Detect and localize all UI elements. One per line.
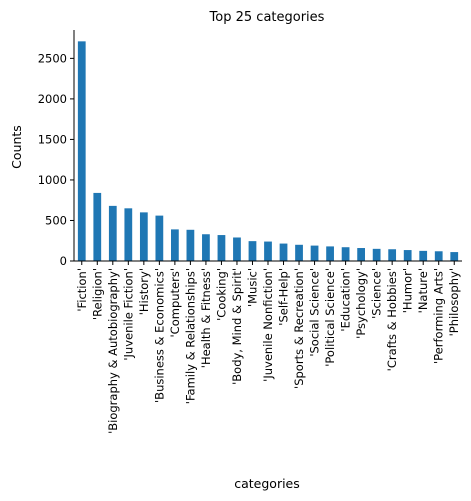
x-tick-label: 'Crafts & Hobbies'	[385, 268, 399, 371]
y-tick-label: 500	[45, 213, 67, 227]
bar	[108, 205, 117, 261]
bar	[403, 250, 412, 261]
bar	[434, 251, 443, 261]
x-tick-label: 'Nature'	[416, 268, 430, 313]
x-tick-label: 'Fiction'	[75, 268, 89, 312]
x-tick-label: 'Performing Arts'	[432, 268, 446, 364]
bar	[93, 192, 102, 261]
bar	[155, 215, 164, 261]
x-tick-label: 'Juvenile Nonfiction'	[261, 268, 275, 382]
bar	[77, 41, 86, 261]
bar	[264, 241, 272, 261]
x-axis-title: categories	[234, 476, 300, 491]
bar	[202, 234, 210, 261]
bar	[310, 245, 319, 261]
bar	[388, 249, 397, 261]
bar	[279, 243, 288, 261]
bar	[124, 208, 133, 261]
y-tick-label: 1500	[38, 132, 67, 146]
x-tick-label: 'Family & Relationships'	[183, 268, 197, 404]
x-tick-label: 'Science'	[370, 268, 384, 319]
chart-title: Top 25 categories	[209, 10, 325, 25]
x-tick-label: 'Sports & Recreation'	[292, 268, 306, 389]
x-tick-label: 'History'	[137, 268, 151, 315]
x-tick-label: 'Education'	[339, 268, 353, 332]
bar	[450, 252, 459, 261]
x-tick-label: 'Computers'	[168, 268, 182, 337]
x-tick-label: 'Cooking'	[214, 268, 228, 321]
x-tick-label: 'Political Science'	[323, 268, 337, 367]
x-tick-label: 'Health & Fitness'	[199, 268, 213, 368]
x-tick-label: 'Humor'	[401, 268, 415, 313]
x-tick-label: 'Religion'	[90, 268, 104, 320]
x-tick-label: 'Body, Mind & Spirit'	[230, 268, 244, 385]
bar	[217, 235, 226, 261]
bar	[341, 247, 350, 261]
bar	[139, 212, 148, 261]
bar	[186, 229, 195, 261]
bar	[233, 237, 241, 261]
x-axis: 'Fiction' 'Religion' 'Biography & Autobiog…	[74, 260, 462, 434]
x-tick-label: 'Psychology'	[354, 268, 368, 339]
bar	[419, 250, 428, 261]
bar	[372, 248, 381, 261]
y-axis-title: Counts	[9, 125, 24, 169]
x-tick-label: 'Social Science'	[308, 268, 322, 357]
bar	[295, 244, 303, 261]
y-tick-label: 2000	[38, 92, 67, 106]
bars-group	[77, 41, 459, 261]
x-tick-label: 'Self-Help'	[277, 268, 291, 326]
bar	[171, 229, 179, 261]
bar	[248, 241, 257, 261]
bar	[326, 246, 334, 261]
y-tick-label: 2500	[38, 51, 67, 65]
x-tick-label: 'Biography & Autobiography'	[106, 268, 120, 434]
x-tick-label: 'Music'	[245, 268, 259, 307]
y-tick-label: 0	[60, 254, 67, 268]
x-tick-label: 'Juvenile Fiction'	[121, 268, 135, 361]
y-axis: 0 500 1000 1500 2000 2500	[38, 30, 75, 268]
bar	[357, 248, 365, 261]
x-tick-label: 'Philosophy'	[447, 268, 461, 336]
y-tick-label: 1000	[38, 173, 67, 187]
x-tick-label: 'Business & Economics'	[152, 268, 166, 403]
